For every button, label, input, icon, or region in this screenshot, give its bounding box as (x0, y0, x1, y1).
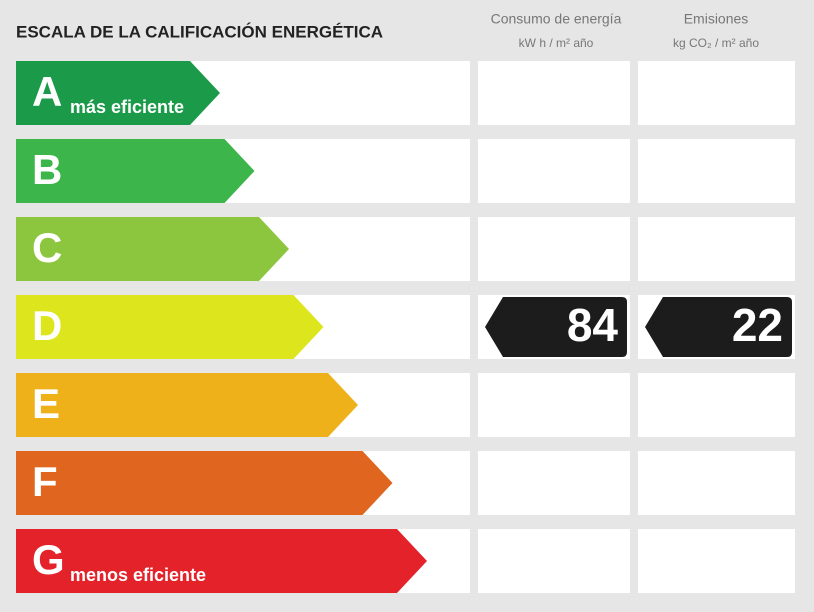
column-unit: kg CO₂ / m² año (673, 36, 759, 50)
rating-arrow (16, 451, 393, 515)
rating-letter: D (32, 302, 62, 349)
value-cell (638, 451, 795, 515)
rating-label: menos eficiente (70, 565, 206, 585)
rating-letter: C (32, 224, 62, 271)
value-cell (638, 373, 795, 437)
value-cell (478, 529, 630, 593)
rating-label: más eficiente (70, 97, 184, 117)
rating-arrow (16, 217, 289, 281)
value-text: 22 (732, 299, 783, 351)
value-cell (638, 529, 795, 593)
column-title: Emisiones (684, 11, 749, 27)
value-cell (638, 217, 795, 281)
value-cell (478, 373, 630, 437)
rating-arrow (16, 295, 324, 359)
value-cell (478, 139, 630, 203)
value-cell (478, 217, 630, 281)
value-cell (478, 61, 630, 125)
column-unit: kW h / m² año (519, 36, 594, 50)
rating-letter: F (32, 458, 58, 505)
rating-arrow (16, 139, 255, 203)
value-badge (485, 297, 627, 357)
rating-arrow (16, 61, 220, 125)
value-cell (638, 139, 795, 203)
value-cell (638, 61, 795, 125)
title: ESCALA DE LA CALIFICACIÓN ENERGÉTICA (16, 22, 383, 41)
rating-letter: A (32, 68, 62, 115)
rating-arrow (16, 373, 358, 437)
rating-arrow (16, 529, 427, 593)
column-title: Consumo de energía (491, 11, 622, 27)
value-badge (645, 297, 792, 357)
rating-letter: B (32, 146, 62, 193)
value-text: 84 (567, 299, 619, 351)
rating-letter: E (32, 380, 60, 427)
rating-letter: G (32, 536, 65, 583)
value-cell (478, 451, 630, 515)
